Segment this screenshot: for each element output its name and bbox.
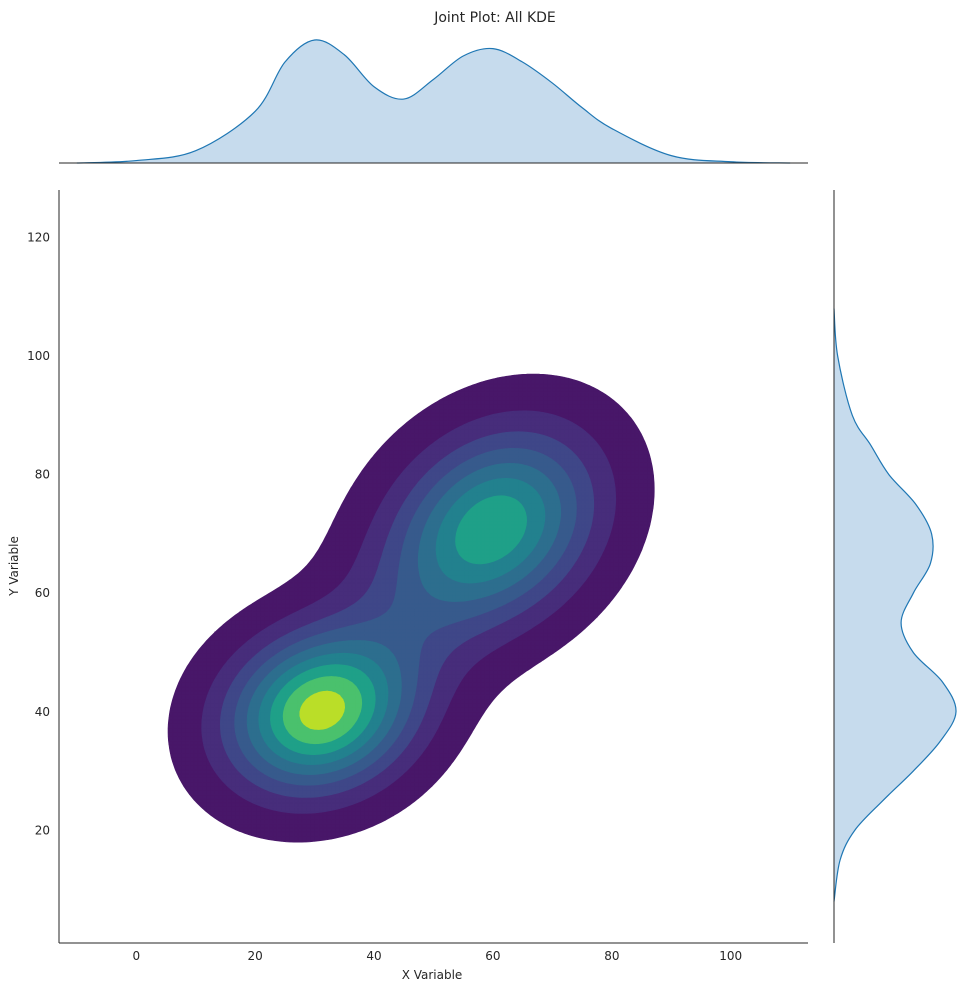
joint-kde-area: 0 20 40 60 80 100 20 40 60 80 100 120 [27,190,808,963]
y-ticks: 20 40 60 80 100 120 [27,230,50,837]
y-tick-label: 120 [27,230,50,244]
y-axis-label: Y Variable [7,536,21,597]
top-marginal-line [76,39,791,164]
x-tick-label: 100 [719,949,742,963]
x-tick-label: 20 [248,949,263,963]
y-tick-label: 80 [35,468,50,482]
right-marginal-fill [834,308,957,902]
right-marginal-line [833,308,957,902]
x-tick-label: 60 [485,949,500,963]
kde-contour-level [299,690,346,730]
y-tick-label: 60 [35,586,50,600]
x-tick-label: 0 [132,949,140,963]
top-marginal-fill [76,39,791,163]
x-tick-label: 40 [366,949,381,963]
chart-title: Joint Plot: All KDE [433,10,556,26]
x-axis-label: X Variable [402,968,463,982]
y-tick-label: 100 [27,349,50,363]
x-tick-label: 80 [604,949,619,963]
top-marginal-kde [59,39,808,164]
right-marginal-kde [833,190,957,943]
x-ticks: 0 20 40 60 80 100 [132,949,742,963]
y-tick-label: 20 [35,823,50,837]
y-tick-label: 40 [35,705,50,719]
kde-contours [167,373,655,843]
